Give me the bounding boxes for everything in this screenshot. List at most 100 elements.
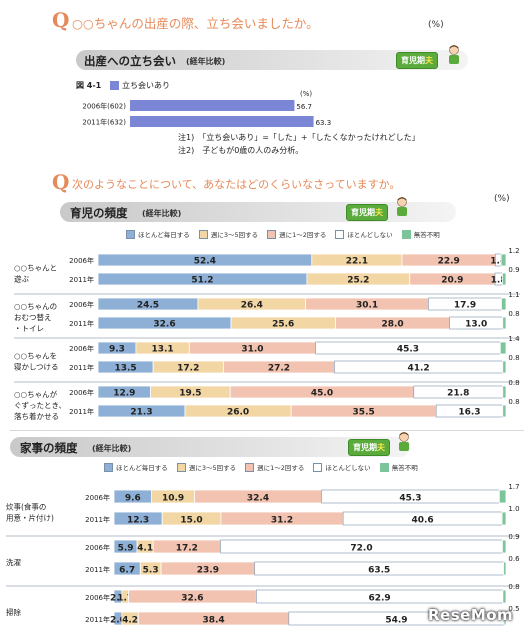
segment-value-label: 63.5 <box>368 566 390 576</box>
badge-childcare-husband: 育児期夫 <box>348 439 390 456</box>
legend-item: ほとんどしない <box>335 229 393 239</box>
legend-swatch <box>198 229 208 239</box>
legend-label: ほとんどしない <box>347 231 393 239</box>
segment-no-answer <box>503 611 507 626</box>
no-answer-value-label: 0.6 <box>508 555 520 563</box>
segment-value-label: 35.5 <box>353 408 375 418</box>
chart-fig41: (%) 2006年(602) 56.7 2011年(632) 63.3 <box>82 90 331 127</box>
row-year-label: 2006年 <box>85 543 110 552</box>
segment-no-answer <box>500 253 507 267</box>
fig41-category-label: 2006年(602) <box>82 102 126 111</box>
group-label: 寝かしつける <box>14 362 59 372</box>
banner-subtitle: (経年比較) <box>92 444 132 453</box>
childcare-legend: ほとんど毎日する 週に3～5回する 週に1～2回する ほとんどしない 無答不明 <box>126 229 449 239</box>
group-label: ○○ちゃんが <box>14 389 58 399</box>
segment-value-label: 21.3 <box>130 408 152 418</box>
legend-item: ほとんどしない <box>313 462 371 472</box>
question-2-unit: (%) <box>494 194 510 204</box>
no-answer-value-label: 1.0 <box>508 505 519 513</box>
segment-value-label: 1.8 <box>491 276 507 286</box>
legend-label: 週に3～5回する <box>188 464 237 472</box>
legend-item: 週に3～5回する <box>176 462 237 472</box>
legend-swatch <box>335 229 345 239</box>
segment-value-label: 31.0 <box>241 345 263 355</box>
segment-value-label: 52.4 <box>194 257 216 267</box>
segment-value-label: 51.2 <box>191 276 213 286</box>
row-year-label: 2006年 <box>69 344 94 353</box>
segment-value-label: 22.1 <box>346 257 368 267</box>
segment-value-label: 32.4 <box>247 494 269 504</box>
segment-value-label: 5.3 <box>143 566 159 576</box>
section-divider <box>10 430 524 431</box>
segment-value-label: 45.3 <box>399 494 421 504</box>
segment-value-label: 13.1 <box>151 345 173 355</box>
row-year-label: 2011年 <box>69 407 94 416</box>
segment-value-label: 16.3 <box>458 408 480 418</box>
legend-label: 週に1～2回する <box>257 464 305 472</box>
segment-value-label: 30.1 <box>356 301 378 311</box>
segment-value-label: 20.9 <box>441 276 463 286</box>
badge-childcare-husband: 育児期夫 <box>346 204 388 221</box>
chart-housework-frequency: 2006年 9.6 10.9 32.4 45.3 1.7 2011年 12.3 15.0 31.2… <box>4 474 528 640</box>
segment-value-label: 12.3 <box>127 516 149 526</box>
chart-childcare-frequency: 2006年 52.4 22.1 22.9 1.4 1.2 2011年 51.2 25.2 20.9… <box>12 240 528 424</box>
segment-value-label: 9.3 <box>109 345 125 355</box>
banner-title: 家事の頻度 <box>20 441 78 455</box>
legend-label: ほとんど毎日する <box>116 464 168 472</box>
segment-value-label: 31.2 <box>271 516 293 526</box>
legend-item: 週に1～2回する <box>267 229 326 239</box>
group-label: おむつ替え <box>14 312 52 322</box>
segment-value-label: 17.2 <box>177 364 199 374</box>
group-label: ○○ちゃんと <box>14 264 57 273</box>
banner-subtitle: (経年比較) <box>186 57 226 66</box>
group-label: 洗濯 <box>6 557 21 567</box>
segment-value-label: 2.0 <box>110 616 126 626</box>
fig41-bar <box>130 100 295 111</box>
fig41-unit: (%) <box>300 90 312 98</box>
father-mascot-icon <box>399 432 409 451</box>
segment-value-label: 62.9 <box>368 594 390 604</box>
row-year-label: 2011年 <box>85 565 110 574</box>
segment-value-label: 1.7 <box>117 594 133 604</box>
fig41-legend: 立ち会いあり <box>110 80 170 91</box>
legend-item: 週に3～5回する <box>198 229 258 239</box>
father-mascot-icon <box>397 197 407 216</box>
group-label: ・トイレ <box>14 324 44 333</box>
segment-value-label: 40.6 <box>411 516 433 526</box>
segment-value-label: 10.9 <box>162 494 184 504</box>
legend-label: ほとんど毎日する <box>138 231 190 239</box>
segment-value-label: 26.4 <box>241 301 263 311</box>
note-1: 注1) 「立ち会いあり」=「した」+「したくなかったけれどした」 <box>178 133 420 142</box>
banner-housework: 家事の頻度 (経年比較) <box>10 437 410 457</box>
segment-value-label: 19.5 <box>179 389 201 399</box>
fig41-category-label: 2011年(632) <box>82 118 126 127</box>
no-answer-value-label: 0.9 <box>508 533 519 541</box>
segment-value-label: 6.7 <box>119 566 135 576</box>
segment-value-label: 25.2 <box>347 276 369 286</box>
segment-value-label: 17.9 <box>454 301 476 311</box>
no-answer-value-label: 1.2 <box>508 247 519 255</box>
segment-value-label: 54.9 <box>385 616 407 626</box>
segment-value-label: 4.1 <box>137 544 153 554</box>
legend-swatch <box>379 462 389 472</box>
legend-swatch <box>245 462 255 472</box>
group-label: 遊ぶ <box>14 274 29 284</box>
banner-subtitle: (経年比較) <box>142 209 182 218</box>
row-year-label: 2006年 <box>85 493 110 502</box>
banner-title: 出産への立ち会い <box>84 54 176 68</box>
row-year-label: 2011年 <box>85 515 110 524</box>
housework-legend: ほとんど毎日する 週に3～5回する 週に1～2回する ほとんどしない 無答不明 <box>104 462 427 472</box>
legend-swatch <box>176 462 186 472</box>
segment-no-answer <box>502 539 507 554</box>
fig41-legend-label: 立ち会いあり <box>122 81 170 90</box>
segment-value-label: 2.0 <box>110 594 126 604</box>
no-answer-value-label: 1.4 <box>508 335 520 343</box>
segment-no-answer <box>502 404 507 418</box>
segment-value-label: 28.0 <box>381 320 403 330</box>
legend-item: 無答不明 <box>401 229 440 239</box>
question-1-unit: (%) <box>428 20 444 30</box>
segment-no-answer <box>501 511 507 526</box>
legend-swatch <box>104 462 113 472</box>
legend-swatch <box>401 229 411 239</box>
row-year-label: 2011年 <box>69 319 94 328</box>
